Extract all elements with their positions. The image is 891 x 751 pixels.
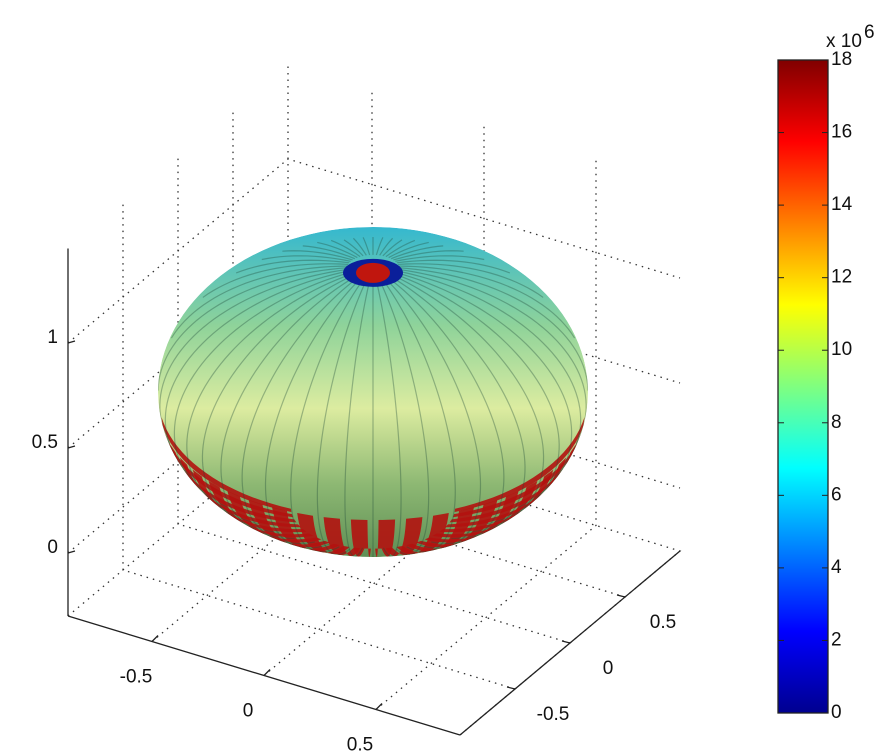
colorbar-tick-label: 10 xyxy=(831,339,852,360)
x-tick-label: 0 xyxy=(243,701,254,722)
z-tick-label: 0.5 xyxy=(32,432,58,453)
colorbar-multiplier: x 10 xyxy=(826,31,862,52)
x-tick-label: -0.5 xyxy=(120,667,153,688)
colorbar-tick-label: 0 xyxy=(831,702,842,723)
colorbar-tick-label: 18 xyxy=(831,49,852,70)
colorbar-tick-label: 4 xyxy=(831,557,842,578)
colorbar-tick-label: 14 xyxy=(831,194,853,215)
chart: 0 0.5 1 -0.5 0 0.5 -0.5 0 0.5 0 2 4 6 8 10 12 14 16 18x 10… xyxy=(0,0,891,751)
colorbar xyxy=(778,60,828,713)
surface xyxy=(158,227,588,557)
x-tick xyxy=(264,670,270,676)
colorbar-tick-label: 12 xyxy=(831,267,852,288)
x-tick-label: 0.5 xyxy=(347,735,373,751)
y-tick-label: -0.5 xyxy=(537,704,570,725)
pole-cap xyxy=(356,263,390,283)
x-tick xyxy=(376,704,382,710)
colorbar-tick-label: 2 xyxy=(831,629,842,650)
colorbar-tick-label: 6 xyxy=(831,484,842,505)
y-tick-label: 0 xyxy=(603,658,614,679)
colorbar-exponent: 6 xyxy=(864,22,875,43)
colorbar-tick-label: 8 xyxy=(831,412,842,433)
z-tick-label: 0 xyxy=(47,537,58,558)
z-tick-label: 1 xyxy=(47,327,58,348)
x-tick xyxy=(152,636,158,642)
colorbar-tick-label: 16 xyxy=(831,122,852,143)
y-tick-label: 0.5 xyxy=(650,612,676,633)
